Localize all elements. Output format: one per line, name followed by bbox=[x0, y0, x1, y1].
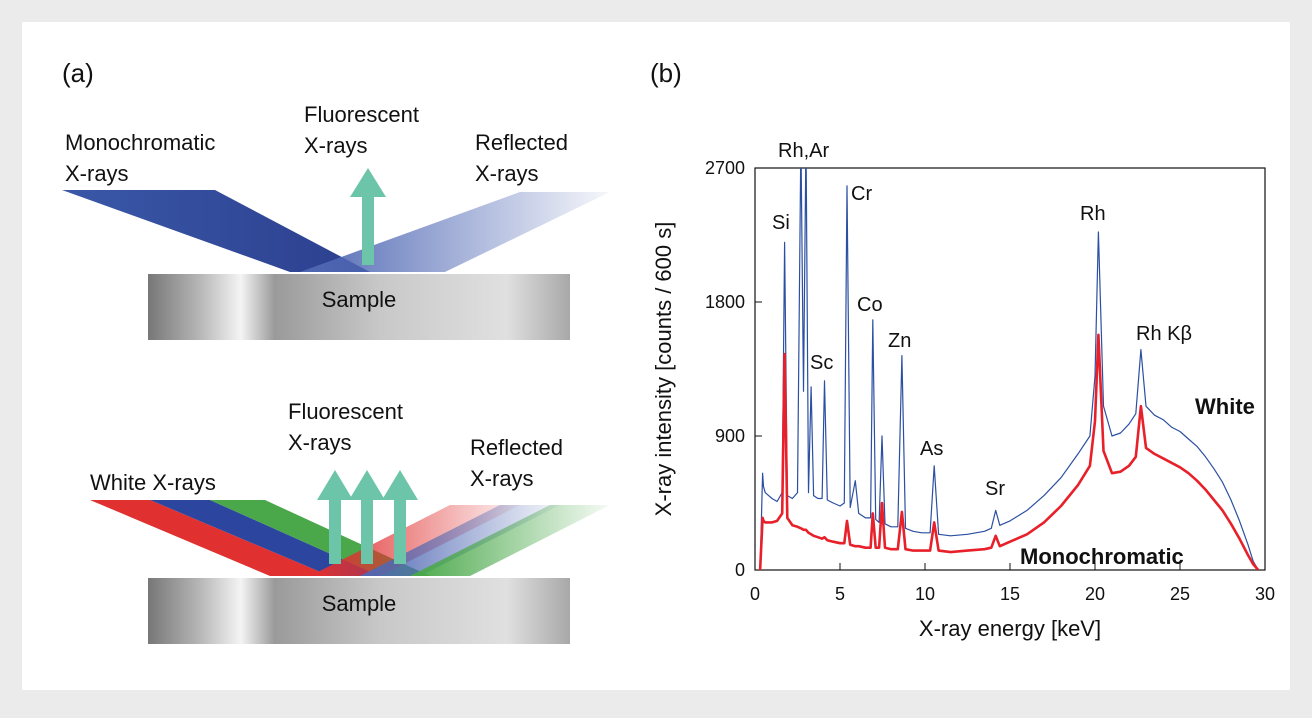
panel-label: (a) bbox=[62, 58, 94, 88]
x-tick-label: 10 bbox=[915, 584, 935, 604]
label: Reflected bbox=[470, 435, 563, 460]
x-axis-label: X-ray energy [keV] bbox=[919, 616, 1101, 641]
sample bbox=[148, 274, 570, 340]
y-axis-label: X-ray intensity [counts / 600 s] bbox=[651, 222, 676, 517]
peak-label: Rh,Ar bbox=[778, 140, 829, 162]
label: X-rays bbox=[304, 133, 368, 158]
y-tick-label: 0 bbox=[735, 560, 745, 580]
x-tick-label: 15 bbox=[1000, 584, 1020, 604]
label: Fluorescent bbox=[304, 102, 419, 127]
label: X-rays bbox=[288, 430, 352, 455]
label: Fluorescent bbox=[288, 399, 403, 424]
label: X-rays bbox=[475, 161, 539, 186]
arrow bbox=[350, 168, 386, 197]
y-tick-label: 900 bbox=[715, 426, 745, 446]
peak-label: Sr bbox=[985, 478, 1005, 500]
x-tick-label: 0 bbox=[750, 584, 760, 604]
peak-label: Rh Kβ bbox=[1136, 323, 1192, 345]
series-label: Monochromatic bbox=[1020, 544, 1184, 569]
reflected-beam bbox=[410, 505, 610, 576]
peak-label: Si bbox=[772, 212, 790, 234]
label: Reflected bbox=[475, 130, 568, 155]
x-tick-label: 25 bbox=[1170, 584, 1190, 604]
label: Monochromatic bbox=[65, 130, 215, 155]
panel-label: (b) bbox=[650, 58, 682, 88]
incident-beam bbox=[90, 500, 330, 576]
x-tick-label: 20 bbox=[1085, 584, 1105, 604]
label: X-rays bbox=[470, 466, 534, 491]
arrows bbox=[317, 470, 418, 564]
label: White X-rays bbox=[90, 470, 216, 495]
reflected-beam bbox=[360, 505, 560, 576]
y-tick-label: 1800 bbox=[705, 292, 745, 312]
y-tick-label: 2700 bbox=[705, 158, 745, 178]
peak-label: Sc bbox=[810, 352, 833, 374]
label: X-rays bbox=[65, 161, 129, 186]
peak-label: Rh bbox=[1080, 203, 1106, 225]
reflected-beam bbox=[300, 192, 610, 272]
peak-label: As bbox=[920, 438, 943, 460]
series-line bbox=[759, 168, 1259, 570]
peak-label: Zn bbox=[888, 330, 911, 352]
incident-beam bbox=[62, 190, 370, 272]
incident-beam bbox=[150, 500, 380, 576]
x-tick-label: 30 bbox=[1255, 584, 1275, 604]
x-tick-label: 5 bbox=[835, 584, 845, 604]
series-label: White bbox=[1195, 394, 1255, 419]
peak-label: Co bbox=[857, 294, 883, 316]
sample bbox=[148, 578, 570, 644]
label: Sample bbox=[322, 287, 397, 312]
series-line bbox=[758, 333, 1260, 570]
peak-label: Cr bbox=[851, 183, 872, 205]
arrow bbox=[362, 195, 374, 265]
label: Sample bbox=[322, 591, 397, 616]
